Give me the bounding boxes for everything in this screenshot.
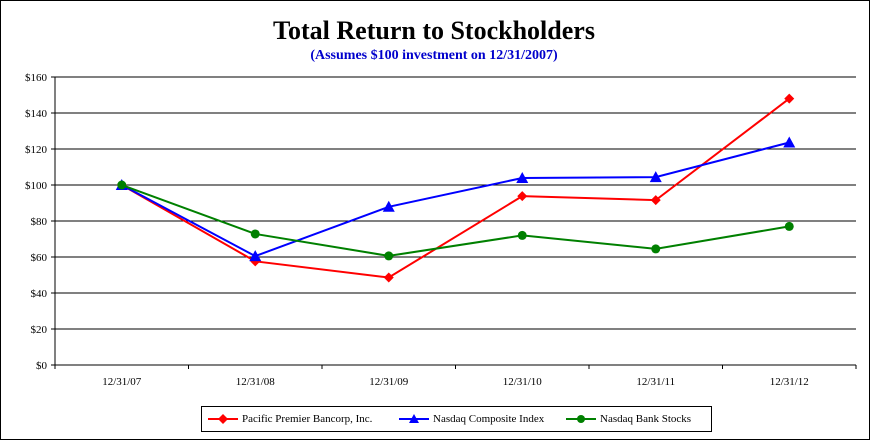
y-tick-label: $40 [31, 288, 48, 300]
y-tick-label: $160 [25, 72, 48, 84]
y-tick-label: $120 [25, 144, 48, 156]
chart-title: Total Return to Stockholders [273, 16, 595, 45]
legend-swatch-nasdaq-bank [566, 415, 596, 423]
legend-item: Nasdaq Bank Stocks [566, 413, 691, 425]
data-point [249, 250, 262, 262]
data-point [649, 171, 662, 183]
legend-label: Nasdaq Bank Stocks [600, 413, 692, 425]
y-tick-label: $20 [31, 324, 48, 336]
y-tick-label: $60 [31, 252, 48, 264]
data-point [650, 195, 661, 206]
data-point [651, 244, 661, 254]
x-tick-label: 12/31/12 [770, 376, 809, 388]
legend-label: Pacific Premier Bancorp, Inc. [242, 413, 373, 425]
data-point [117, 180, 127, 190]
chart-subtitle: (Assumes $100 investment on 12/31/2007) [310, 48, 558, 63]
y-tick-label: $100 [25, 180, 48, 192]
chart-legend: Pacific Premier Bancorp, Inc. Nasdaq Com… [201, 406, 712, 432]
x-tick-label: 12/31/07 [102, 376, 142, 388]
series-line [121, 141, 790, 258]
data-point [383, 272, 394, 283]
data-point [517, 191, 528, 202]
x-tick-label: 12/31/08 [236, 376, 276, 388]
data-point [516, 171, 529, 183]
data-point [384, 251, 394, 261]
x-tick-label: 12/31/09 [369, 376, 409, 388]
x-tick-label: 12/31/11 [636, 376, 675, 388]
y-tick-label: $0 [36, 360, 48, 372]
legend-item: Pacific Premier Bancorp, Inc. [208, 413, 372, 425]
data-point [382, 200, 395, 212]
y-tick-label: $80 [31, 216, 48, 228]
legend-label: Nasdaq Composite Index [433, 413, 545, 425]
data-point [517, 230, 527, 240]
legend-swatch-pacific-premier [208, 414, 238, 424]
x-tick-label: 12/31/10 [503, 376, 543, 388]
legend-swatch-nasdaq-composite [399, 414, 429, 423]
data-point [784, 221, 794, 231]
series-line [121, 97, 790, 279]
y-tick-label: $140 [25, 108, 48, 120]
legend-item: Nasdaq Composite Index [399, 413, 544, 425]
data-point [783, 136, 796, 148]
data-point [784, 93, 795, 104]
series-line [121, 184, 790, 257]
data-point [250, 229, 260, 239]
